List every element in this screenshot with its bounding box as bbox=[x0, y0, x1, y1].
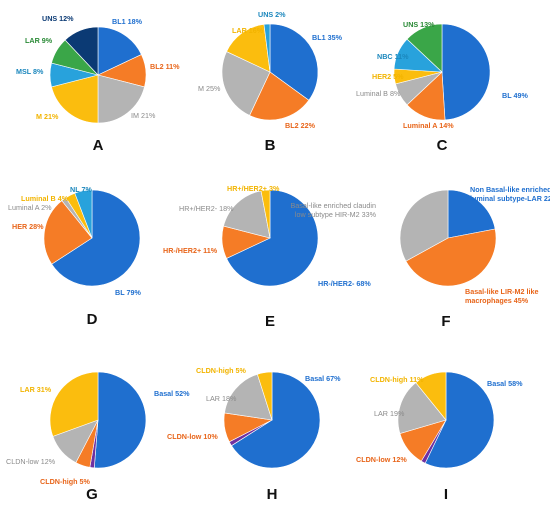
pie-a-label-m: M 21% bbox=[36, 112, 59, 121]
pie-e-label-hr-her2: HR-/HER2- 68% bbox=[318, 279, 371, 288]
pie-a-label-im: IM 21% bbox=[131, 111, 156, 120]
pie-i-slice-lar bbox=[397, 382, 447, 434]
pie-c-label-nbc: NBC 11% bbox=[377, 52, 409, 61]
pie-f-slice-basal-like-lir-m2-like-macrophages bbox=[405, 228, 497, 287]
pie-i-slice-basal bbox=[424, 371, 495, 469]
pie-c-label-luminal-a: Luminal A 14% bbox=[403, 121, 454, 130]
pie-i-label-basal: Basal 58% bbox=[487, 379, 523, 388]
pie-d-slice-bl bbox=[51, 189, 141, 287]
pie-h-label-cldn-high: CLDN-high 5% bbox=[196, 366, 247, 375]
pie-b-slice-lar bbox=[226, 24, 271, 73]
pie-a-slice-m bbox=[51, 74, 99, 124]
pie-f-slice-basal-like-enriched-claudin-low-subtype-hir-m2 bbox=[399, 189, 449, 262]
panel-letter-a: A bbox=[93, 137, 104, 154]
pie-a-label-bl1: BL1 18% bbox=[112, 17, 143, 26]
pie-chart-h: Basal 67% CLDN-low 10% LAR 18% CLDN-high 5%… bbox=[167, 366, 341, 503]
pie-f-label-non-basal-like-enriched-luminal-subtype-lar: Non Basal-like enriched luminal subtype-L… bbox=[470, 185, 550, 203]
panel-letter-g: G bbox=[86, 486, 98, 503]
pie-b-label-uns: UNS 2% bbox=[258, 10, 286, 19]
pie-h-label-basal: Basal 67% bbox=[305, 374, 341, 383]
panel-letter-h: H bbox=[267, 486, 278, 503]
pie-a-label-uns: UNS 12% bbox=[42, 14, 74, 23]
pie-c-slice-uns bbox=[406, 23, 443, 73]
pie-chart-i: Basal 58% CLDN-low 12% LAR 19% CLDN-high 11… bbox=[356, 371, 523, 503]
pie-c-label-her2: HER2 5% bbox=[372, 72, 404, 81]
pie-i-label-cldn-high: CLDN-high 11% bbox=[370, 375, 424, 384]
pie-chart-b: BL1 35% BL2 22% M 25% LAR 16% UNS 2% B bbox=[198, 10, 343, 154]
panel-letter-c: C bbox=[437, 137, 448, 154]
pie-d-label-nl: NL 7% bbox=[70, 185, 92, 194]
pie-chart-g: Basal 52% CLDN-high 5% CLDN-low 12% LAR 31%… bbox=[6, 371, 190, 503]
pie-chart-a: BL1 18% BL2 11% IM 21% M 21% MSL 8% LAR 9% UNS… bbox=[16, 14, 180, 154]
pie-e-slice-hr-her2 bbox=[226, 189, 319, 287]
pie-chart-f: Non Basal-like enriched luminal subtype-L… bbox=[291, 185, 550, 330]
pie-d-slice-nl bbox=[74, 189, 93, 239]
pie-chart-c: BL 49% Luminal A 14% Luminal B 8% HER2 5% NB… bbox=[356, 20, 528, 154]
pie-chart-e: HR-/HER2- 68% HR-/HER2+ 11% HR+/HER2- 18% H… bbox=[163, 184, 371, 330]
pie-a-slice-im bbox=[97, 74, 145, 124]
pie-b-slice-m bbox=[221, 51, 271, 116]
pie-g-label-cldn-low: CLDN-low 12% bbox=[6, 457, 56, 466]
pie-e-label-hr-her2: HR+/HER2+ 3% bbox=[227, 184, 280, 193]
pie-a-slice-bl1 bbox=[97, 26, 142, 76]
pie-b-label-bl2: BL2 22% bbox=[285, 121, 316, 130]
pie-e-slice-hr-her2 bbox=[223, 190, 271, 239]
pie-i-slice-cldn-high bbox=[415, 371, 447, 421]
pie-c-label-luminal-b: Luminal B 8% bbox=[356, 89, 401, 98]
panel-letter-b: B bbox=[265, 137, 276, 154]
pie-b-label-lar: LAR 16% bbox=[232, 26, 264, 35]
pie-i-label-cldn-low: CLDN-low 12% bbox=[356, 455, 407, 464]
pie-e-slice-hr-her2 bbox=[260, 189, 271, 239]
pie-a-label-lar: LAR 9% bbox=[25, 36, 53, 45]
pie-g-label-cldn-high: CLDN-high 5% bbox=[40, 477, 91, 486]
pie-g-label-basal: Basal 52% bbox=[154, 389, 190, 398]
pie-f-label-basal-like-lir-m2-like-macrophages: Basal-like LIR-M2 like macrophages 45% bbox=[465, 287, 539, 305]
pie-d-label-luminal-a: Luminal A 2% bbox=[8, 203, 52, 212]
pie-d-label-bl: BL 79% bbox=[115, 288, 141, 297]
pie-h-slice-cldn-high bbox=[257, 371, 273, 421]
pie-e-label-hr-her2: HR+/HER2- 18% bbox=[179, 204, 234, 213]
pie-h-slice-basal bbox=[231, 371, 321, 469]
pie-d-slice-her bbox=[43, 200, 93, 265]
pie-c-slice-bl bbox=[441, 23, 491, 121]
pie-a-label-msl: MSL 8% bbox=[16, 67, 44, 76]
pie-i-label-lar: LAR 19% bbox=[374, 409, 405, 418]
pie-g-slice-lar bbox=[49, 371, 99, 437]
pie-d-label-luminal-b: Luminal B 4% bbox=[21, 194, 69, 203]
pie-b-slice-uns bbox=[263, 23, 271, 73]
pie-g-label-lar: LAR 31% bbox=[20, 385, 52, 394]
pie-b-label-m: M 25% bbox=[198, 84, 221, 93]
pie-h-slice-lar bbox=[224, 373, 273, 421]
panel-letter-e: E bbox=[265, 313, 275, 330]
panel-letter-d: D bbox=[87, 311, 98, 328]
pie-f-slice-non-basal-like-enriched-luminal-subtype-lar bbox=[447, 189, 496, 239]
pie-a-slice-uns bbox=[64, 26, 99, 76]
pie-g-slice-basal bbox=[93, 371, 147, 469]
panel-letter-i: I bbox=[444, 486, 448, 503]
pie-d-label-her: HER 28% bbox=[12, 222, 44, 231]
panel-letter-f: F bbox=[441, 313, 450, 330]
pie-c-label-uns: UNS 13% bbox=[403, 20, 435, 29]
pie-b-slice-bl1 bbox=[269, 23, 319, 101]
pie-a-label-bl2: BL2 11% bbox=[150, 62, 180, 71]
pie-h-label-lar: LAR 18% bbox=[206, 394, 237, 403]
pie-b-label-bl1: BL1 35% bbox=[312, 33, 343, 42]
pie-chart-d: BL 79% HER 28% Luminal A 2%Luminal B 4%NL … bbox=[8, 185, 141, 328]
pie-c-label-bl: BL 49% bbox=[502, 91, 528, 100]
pie-f-label-basal-like-enriched-claudin-low-subtype-hir-m2: Basal-like enriched claudin low subtype H… bbox=[291, 201, 377, 219]
pie-e-label-hr-her2: HR-/HER2+ 11% bbox=[163, 246, 218, 255]
pie-h-label-cldn-low: CLDN-low 10% bbox=[167, 432, 218, 441]
